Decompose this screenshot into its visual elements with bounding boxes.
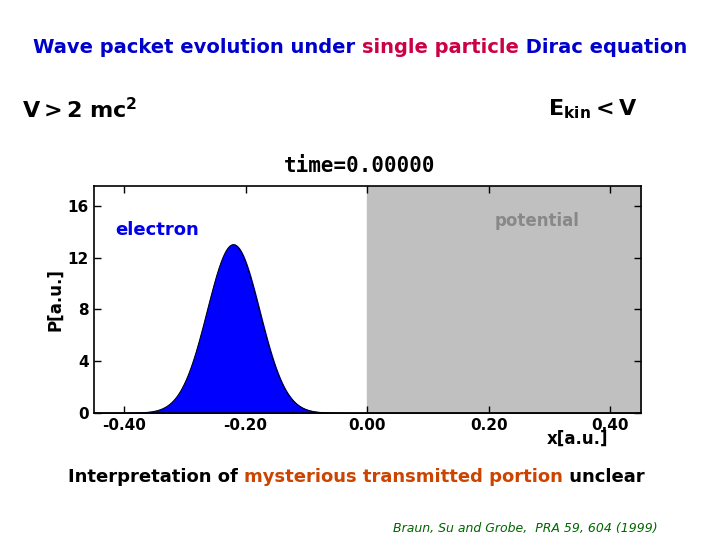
Text: electron: electron [115,221,199,239]
Text: Dirac equation: Dirac equation [518,38,687,57]
Y-axis label: P[a.u.]: P[a.u.] [47,268,65,331]
Text: Braun, Su and Grobe,  PRA 59, 604 (1999): Braun, Su and Grobe, PRA 59, 604 (1999) [393,522,658,535]
Text: $\mathbf{E_{kin} < V}$: $\mathbf{E_{kin} < V}$ [548,98,637,121]
Text: unclear: unclear [563,468,644,485]
Text: mysterious transmitted portion: mysterious transmitted portion [244,468,563,485]
Text: Interpretation of: Interpretation of [68,468,244,485]
Text: single particle: single particle [362,38,518,57]
Text: x[a.u.]: x[a.u.] [547,429,608,447]
Text: potential: potential [495,212,580,230]
Text: $\mathbf{V > 2\ mc^2}$: $\mathbf{V > 2\ mc^2}$ [22,97,137,122]
Text: Wave packet evolution under: Wave packet evolution under [33,38,362,57]
Text: time=0.00000: time=0.00000 [284,156,436,176]
